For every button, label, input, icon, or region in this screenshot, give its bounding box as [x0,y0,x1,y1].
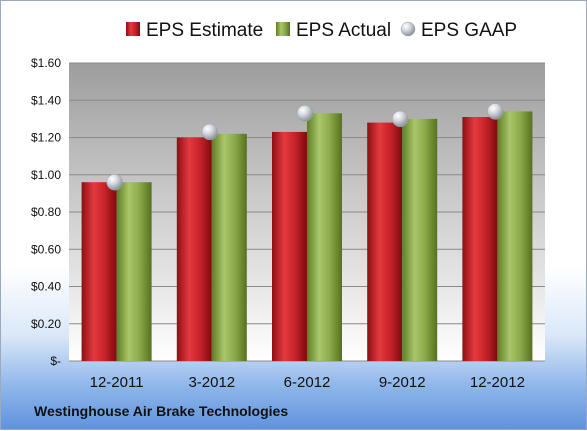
legend-swatch [126,22,140,36]
eps-gaap-marker [487,103,504,120]
eps-actual-bar [211,133,247,361]
y-tick-label: $0.80 [31,205,61,219]
eps-estimate-bar [81,182,117,361]
eps-gaap-marker [296,105,314,122]
y-tick-label: $1.60 [31,56,61,70]
x-tick-label: 12-2011 [90,374,144,391]
eps-actual-bar [116,182,152,361]
y-tick-label: $0.20 [31,317,61,331]
x-axis-ticks: 12-2011 3-2012 6-2012 9-2012 12-2012 [90,374,525,391]
eps-actual-bar [307,113,342,361]
legend-swatch [276,22,290,36]
eps-actual-bar [402,118,438,361]
gaap-markers [106,103,504,191]
company-name: Westinghouse Air Brake Technologies [34,403,289,419]
x-tick-label: 3-2012 [188,374,235,391]
x-tick-label: 9-2012 [379,374,426,391]
eps-estimate-bar [176,137,212,361]
legend-label: EPS Estimate [146,20,263,41]
legend-label: EPS GAAP [421,20,517,41]
y-tick-label: $0.60 [31,242,61,256]
y-tick-label: $- [50,354,61,368]
eps-gaap-marker [201,123,219,141]
y-tick-label: $0.40 [31,280,61,294]
x-tick-label: 12-2012 [470,374,525,391]
y-axis-ticks: $- $0.20 $0.40 $0.60 $0.80 $1.00 $1.20 $1.40 $1.… [31,56,61,368]
eps-estimate-bar [272,131,307,361]
legend-swatch [400,21,416,37]
bars [81,111,533,361]
eps-gaap-marker [391,110,409,128]
x-tick-label: 6-2012 [284,374,331,391]
legend-label: EPS Actual [296,20,391,41]
eps-actual-bar [497,111,533,361]
y-tick-label: $1.00 [31,168,61,182]
y-tick-label: $1.40 [31,93,61,107]
eps-estimate-bar [462,117,498,361]
legend: EPS Estimate EPS Actual EPS GAAP [126,20,517,41]
eps-estimate-bar [367,122,403,361]
eps-gaap-marker [106,173,123,191]
y-tick-label: $1.20 [31,131,61,145]
